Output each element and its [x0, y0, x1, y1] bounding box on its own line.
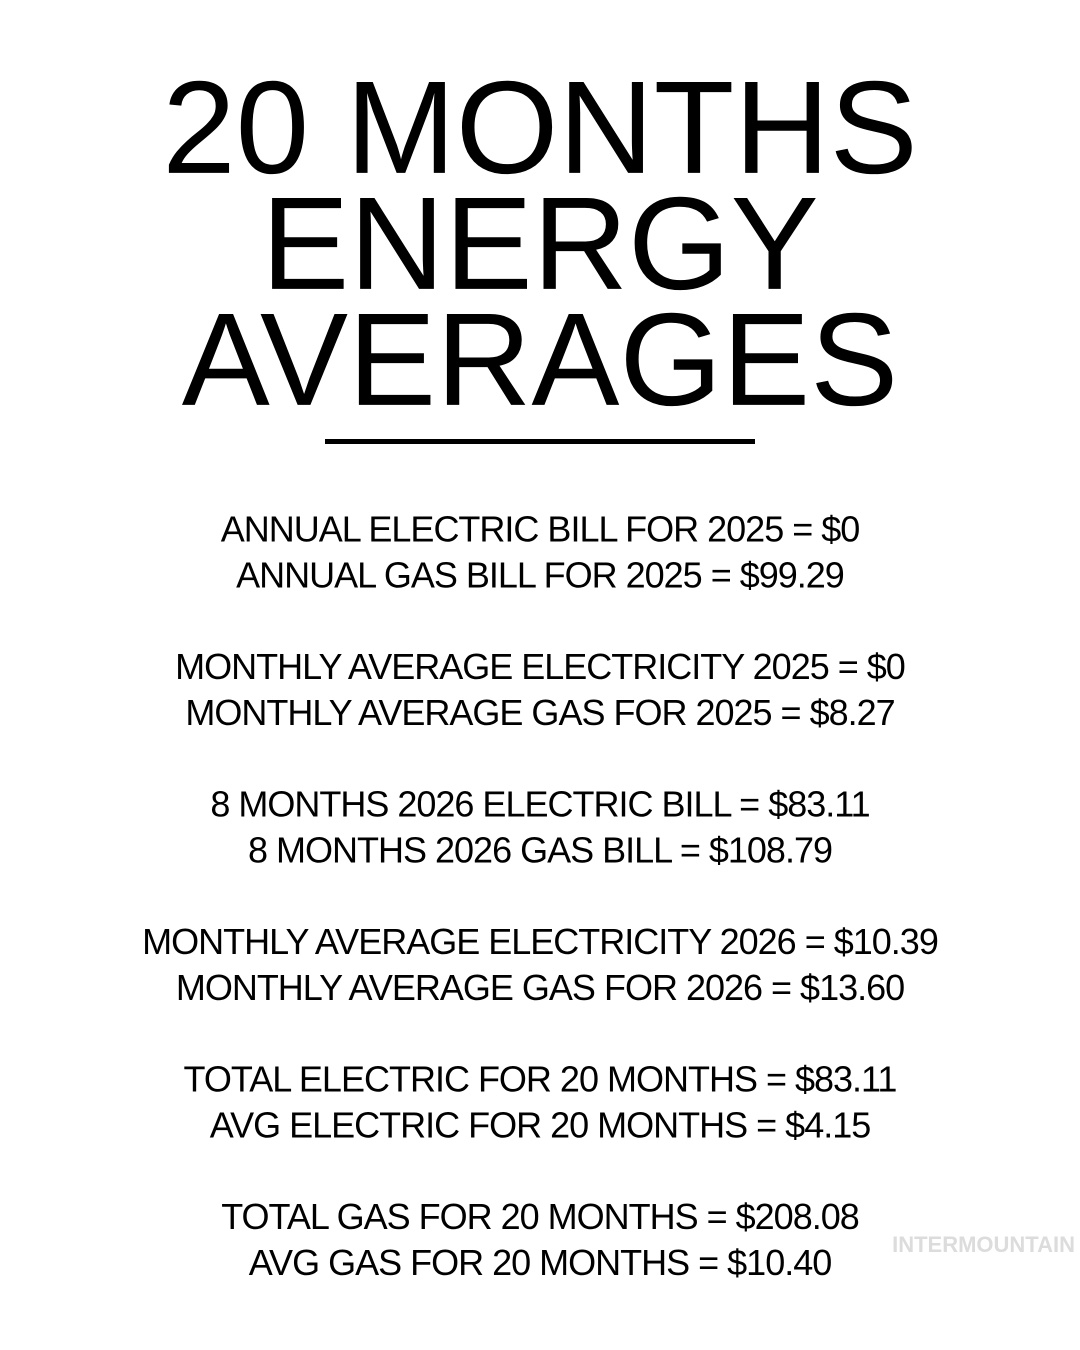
info-line: 8 MONTHS 2026 ELECTRIC BILL = $83.11: [210, 784, 869, 825]
title-line: AVERAGES: [182, 286, 898, 433]
info-line: TOTAL GAS FOR 20 MONTHS = $208.08: [221, 1196, 859, 1237]
info-line: MONTHLY AVERAGE GAS FOR 2026 = $13.60: [176, 967, 904, 1008]
info-line: MONTHLY AVERAGE GAS FOR 2025 = $8.27: [185, 692, 894, 733]
info-line: ANNUAL ELECTRIC BILL FOR 2025 = $0: [221, 509, 860, 550]
info-line: AVG ELECTRIC FOR 20 MONTHS = $4.15: [210, 1105, 871, 1146]
title-line: ENERGY: [261, 170, 818, 317]
title-underline: [325, 439, 755, 444]
watermark: INTERMOUNTAIN: [892, 1232, 1075, 1257]
info-line: 8 MONTHS 2026 GAS BILL = $108.79: [248, 830, 832, 871]
info-line: MONTHLY AVERAGE ELECTRICITY 2026 = $10.3…: [142, 921, 938, 962]
info-line: MONTHLY AVERAGE ELECTRICITY 2025 = $0: [175, 646, 905, 687]
title-line: 20 MONTHS: [162, 54, 917, 201]
info-line: TOTAL ELECTRIC FOR 20 MONTHS = $83.11: [184, 1059, 897, 1100]
info-line: AVG GAS FOR 20 MONTHS = $10.40: [249, 1242, 832, 1283]
info-line: ANNUAL GAS BILL FOR 2025 = $99.29: [236, 555, 844, 596]
